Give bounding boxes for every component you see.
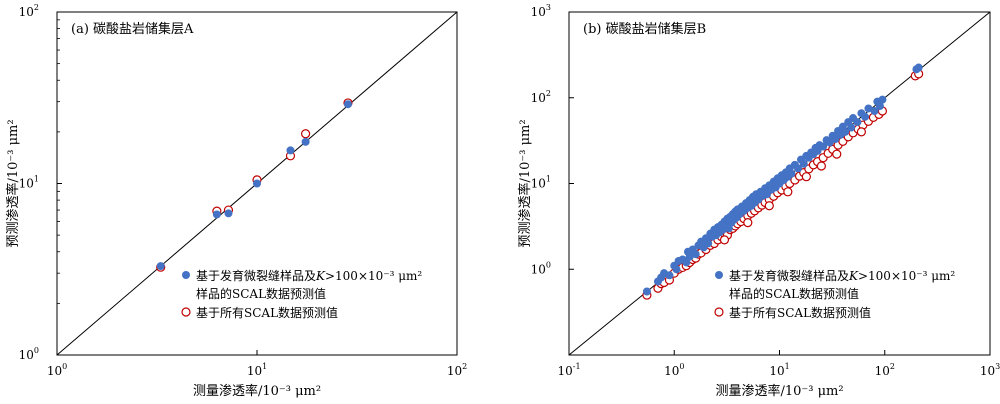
panel-b-legend-filled-label: 基于发育微裂缝样品及K>100×10⁻³ μm² <box>729 268 955 283</box>
panel-a-open-point <box>301 129 311 139</box>
panel-a-y-tick-label: 101 <box>19 175 39 191</box>
panel-b-y-axis-label: 预测渗透率/10⁻³ μm² <box>517 119 533 247</box>
panel-a-panel-title: (a) 碳酸盐岩储集层A <box>71 21 194 37</box>
panel-a-filled-point <box>343 100 352 109</box>
panel-a-x-tick-label: 100 <box>47 362 67 378</box>
panel-b-filled-point <box>787 169 796 178</box>
panel-a-filled-point <box>253 179 261 188</box>
panel-b-filled-point <box>642 287 651 296</box>
panel-b-filled-point <box>799 159 808 168</box>
panel-b-filled-point <box>870 107 879 116</box>
panel-b-chart: 10-1 100 101 102 103 100 101 102 103 测量渗透率/10⁻³ μ… <box>517 3 1000 399</box>
panel-b-filled-point <box>853 118 862 127</box>
panel-a-legend-open-label: 基于所有SCAL数据预测值 <box>196 305 338 320</box>
panel-b-filled-point <box>914 63 923 72</box>
panel-b-panel-title: (b) 碳酸盐岩储集层B <box>583 21 706 37</box>
panel-b-open-point <box>743 217 753 228</box>
panel-b-x-tick-label: 101 <box>769 362 789 378</box>
panel-b-filled-point <box>685 252 694 261</box>
panel-b-legend-open-marker <box>714 307 724 317</box>
panel-b-open-point <box>801 172 811 182</box>
panel-b-filled-point <box>847 123 856 132</box>
panel-b-y-tick-label: 101 <box>531 175 551 191</box>
panel-b-open-point <box>719 235 730 245</box>
panel-a-y-tick-label: 100 <box>19 346 39 362</box>
panel-a-legend-filled-label: 基于发育微裂缝样品及K>100×10⁻³ μm² <box>196 268 422 283</box>
panel-a-filled-point <box>301 137 310 146</box>
panel-a-legend: 基于发育微裂缝样品及K>100×10⁻³ μm² 样品的SCAL数据预测值基于所有… <box>175 264 452 326</box>
panel-b-x-tick-label: 100 <box>664 362 684 378</box>
panel-a-x-tick-label: 102 <box>447 362 467 378</box>
panel-a-legend-filled-marker <box>182 271 190 279</box>
panel-b-y-tick-label: 103 <box>531 3 551 19</box>
panel-a-y-axis-label: 预测渗透率/10⁻³ μm² <box>5 119 21 247</box>
panel-b-x-tick-label: 10-1 <box>557 362 580 378</box>
panel-a-legend-filled-label-line2: 样品的SCAL数据预测值 <box>196 286 326 301</box>
panel-b-filled-point <box>878 95 887 104</box>
panel-a-x-axis-label: 测量渗透率/10⁻³ μm² <box>193 383 321 399</box>
panel-b-legend-filled-marker <box>715 271 723 279</box>
panel-b-open-point <box>832 149 842 159</box>
panel-b-legend-filled-label-line2: 样品的SCAL数据预测值 <box>729 286 859 301</box>
panel-b-open-point <box>816 161 826 171</box>
panel-b-x-axis-label: 测量渗透率/10⁻³ μm² <box>715 383 843 399</box>
panel-a-legend-open-marker <box>181 307 191 317</box>
panel-b-filled-point <box>704 239 713 248</box>
panel-a-filled-point <box>212 210 221 219</box>
panel-b-filled-point <box>841 127 850 136</box>
panel-b-filled-point <box>691 250 700 259</box>
panel-a-filled-point <box>224 209 233 218</box>
panel-a-filled-point <box>156 262 165 271</box>
panel-b-open-point <box>764 201 774 211</box>
panel-b-x-tick-label: 103 <box>980 362 1000 378</box>
panel-b-filled-point <box>672 265 681 274</box>
panel-b-legend-open-label: 基于所有SCAL数据预测值 <box>729 305 871 320</box>
panel-b-x-tick-label: 102 <box>875 362 895 378</box>
panel-a-filled-point <box>286 146 295 155</box>
panel-b-filled-point <box>864 104 873 113</box>
panel-b-filled-point <box>665 271 674 280</box>
panel-b-filled-point <box>875 102 884 111</box>
panel-b-y-tick-label: 102 <box>531 89 551 105</box>
panel-b-filled-point <box>861 112 870 121</box>
panel-a-x-tick-label: 101 <box>247 362 267 378</box>
panel-b-legend: 基于发育微裂缝样品及K>100×10⁻³ μm² 样品的SCAL数据预测值基于所有… <box>708 264 985 326</box>
panel-b-legend-background <box>708 264 985 326</box>
panel-a-legend-background <box>175 264 452 326</box>
panel-b-open-point <box>783 187 793 197</box>
panel-b-filled-point <box>794 164 803 173</box>
panel-b-open-point <box>856 127 867 137</box>
panel-a-chart: 100 101 102 100 101 102 测量渗透率/10⁻³ μm² 预测渗透率/10… <box>5 3 467 399</box>
panel-b-y-tick-label: 100 <box>531 260 551 276</box>
panel-b-filled-point <box>825 138 834 147</box>
panel-b-filled-point <box>819 142 828 151</box>
panel-a-y-tick-label: 102 <box>19 3 39 19</box>
